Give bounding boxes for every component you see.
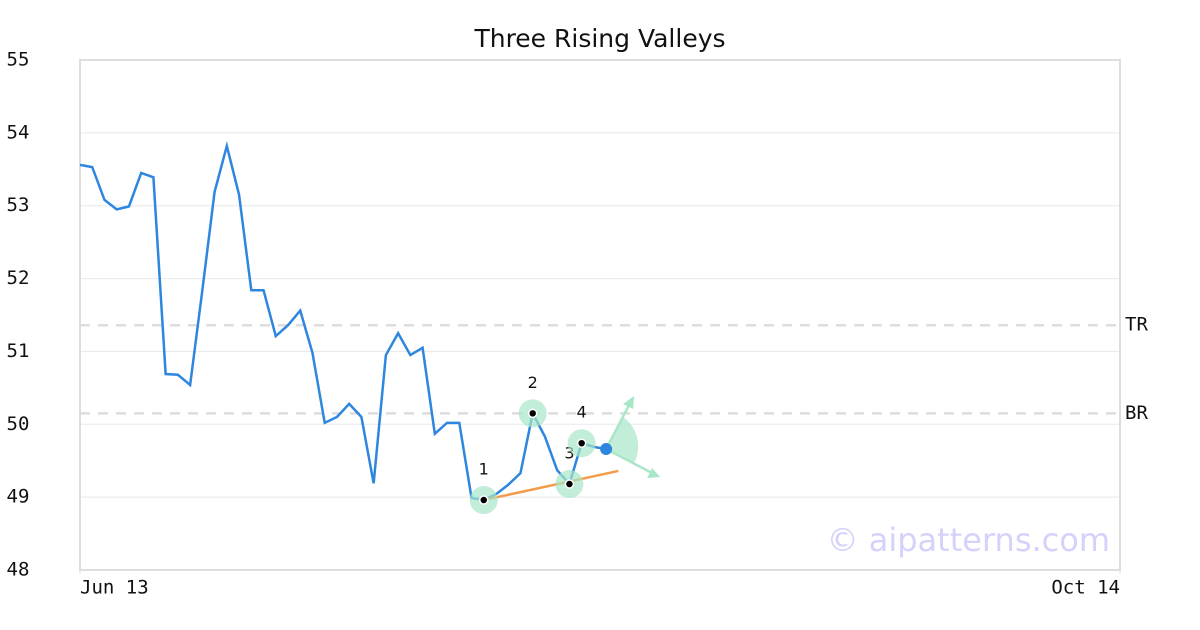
pivot-point [479, 495, 489, 505]
arrowhead [623, 396, 635, 410]
arrow [605, 447, 655, 476]
watermark: © aipatterns.com [827, 521, 1110, 559]
current-point [600, 443, 613, 456]
y-tick-label: 51 [7, 340, 30, 362]
pivot-label: 1 [479, 460, 489, 479]
y-tick-label: 54 [7, 121, 30, 143]
x-tick-label: Jun 13 [80, 577, 149, 599]
trendline [483, 469, 619, 502]
y-tick-label: 50 [7, 413, 30, 435]
y-tick-label: 55 [7, 49, 30, 71]
y-tick-label: 53 [7, 194, 30, 216]
angle-wedge [606, 417, 639, 464]
arrowhead [647, 468, 661, 479]
level-label: TR [1125, 314, 1148, 336]
chart-title: Three Rising Valleys [473, 24, 725, 53]
pivot-label: 3 [564, 444, 574, 463]
pivot-point [564, 479, 575, 489]
level-label: BR [1125, 402, 1148, 424]
plot-frame [79, 59, 1121, 571]
pivot-label: 4 [577, 403, 587, 422]
y-tick-label: 52 [7, 267, 30, 289]
pivot-label: 2 [528, 373, 538, 392]
arrow [605, 402, 632, 450]
pivot-point [576, 438, 587, 448]
price-line [79, 140, 607, 502]
pivot-point [527, 408, 538, 419]
y-tick-label: 48 [7, 559, 30, 581]
y-tick-label: 49 [7, 486, 30, 508]
x-tick-label: Oct 14 [1051, 577, 1120, 599]
